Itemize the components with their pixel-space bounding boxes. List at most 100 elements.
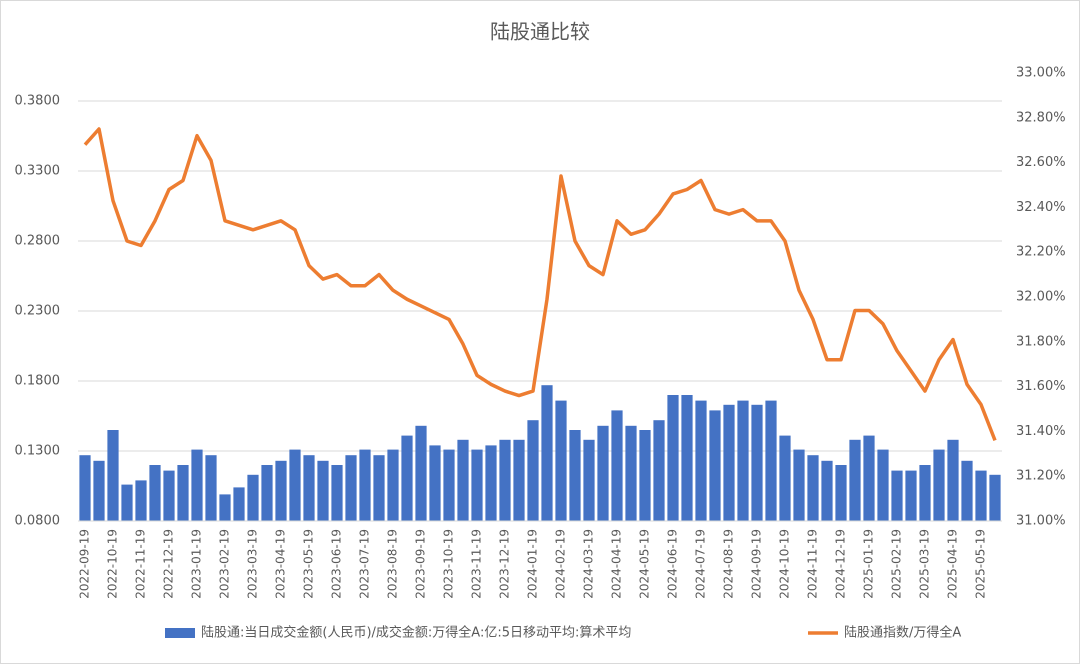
y2-tick-label: 32.00%	[1016, 290, 1066, 305]
bar	[555, 400, 567, 521]
x-tick-label: 2023-02-19	[218, 529, 232, 599]
bar	[303, 455, 315, 521]
y-tick-label: 0.3800	[15, 94, 61, 109]
x-tick-label: 2022-10-19	[106, 529, 120, 599]
y2-tick-label: 33.00%	[1016, 66, 1066, 81]
y-tick-label: 0.2300	[15, 304, 61, 319]
bar	[877, 449, 889, 521]
y2-tick-label: 31.20%	[1016, 469, 1066, 484]
bar	[373, 455, 385, 521]
bar	[849, 439, 861, 521]
bar	[79, 455, 91, 521]
bar	[401, 435, 413, 521]
bar	[905, 470, 917, 521]
x-tick-label: 2024-12-19	[834, 529, 848, 599]
x-tick-label: 2023-12-19	[498, 529, 512, 599]
y-tick-label: 0.2800	[15, 234, 61, 249]
x-tick-label: 2025-05-19	[974, 529, 988, 599]
y2-tick-label: 31.60%	[1016, 379, 1066, 394]
bar	[135, 480, 147, 521]
bar	[107, 430, 119, 521]
y-tick-label: 0.3300	[15, 164, 61, 179]
bar	[821, 460, 833, 521]
y2-tick-label: 31.40%	[1016, 424, 1066, 439]
y2-tick-label: 31.00%	[1016, 514, 1066, 529]
bar	[317, 460, 329, 521]
x-tick-label: 2023-05-19	[302, 529, 316, 599]
x-tick-label: 2023-08-19	[386, 529, 400, 599]
bar	[471, 449, 483, 521]
legend-label: 陆股通指数/万得全A	[844, 625, 961, 641]
bar	[485, 445, 497, 521]
y-tick-label: 0.1800	[15, 374, 61, 389]
bar	[275, 460, 287, 521]
bar	[835, 465, 847, 521]
y-tick-label: 0.1300	[15, 444, 61, 459]
bar	[247, 474, 259, 521]
bar	[177, 465, 189, 521]
bar	[667, 395, 679, 521]
chart-title: 陆股通比较	[490, 20, 590, 44]
bar	[345, 455, 357, 521]
bar	[723, 404, 735, 521]
bar	[569, 430, 581, 521]
bar	[429, 445, 441, 521]
x-tick-label: 2023-10-19	[442, 529, 456, 599]
bar	[919, 465, 931, 521]
bar	[191, 449, 203, 521]
bar	[611, 410, 623, 521]
bar	[415, 425, 427, 521]
bar	[681, 395, 693, 521]
bar	[219, 494, 231, 521]
bar	[359, 449, 371, 521]
legend-label: 陆股通:当日成交金额(人民币)/成交金额:万得全A:亿:5日移动平均:算术平均	[201, 625, 631, 641]
bar	[499, 439, 511, 521]
bar	[121, 484, 133, 521]
x-tick-label: 2024-01-19	[526, 529, 540, 599]
bar	[457, 439, 469, 521]
y2-tick-label: 32.80%	[1016, 110, 1066, 125]
bar	[653, 420, 665, 521]
bar	[163, 470, 175, 521]
bar	[205, 455, 217, 521]
legend-swatch	[165, 628, 195, 638]
bar	[597, 425, 609, 521]
y2-tick-label: 32.20%	[1016, 245, 1066, 260]
x-tick-label: 2024-02-19	[554, 529, 568, 599]
x-tick-label: 2023-07-19	[358, 529, 372, 599]
bar	[527, 420, 539, 521]
x-tick-label: 2024-06-19	[666, 529, 680, 599]
bar	[639, 430, 651, 521]
x-tick-label: 2022-12-19	[162, 529, 176, 599]
line	[83, 127, 997, 441]
x-tick-label: 2023-01-19	[190, 529, 204, 599]
bar	[793, 449, 805, 521]
x-tick-label: 2025-01-19	[862, 529, 876, 599]
y2-tick-label: 32.60%	[1016, 155, 1066, 170]
x-tick-label: 2025-04-19	[946, 529, 960, 599]
x-tick-label: 2024-07-19	[694, 529, 708, 599]
bar	[709, 410, 721, 521]
x-tick-label: 2024-04-19	[610, 529, 624, 599]
y-tick-label: 0.0800	[15, 514, 61, 529]
bar	[751, 404, 763, 521]
bar	[289, 449, 301, 521]
x-tick-label: 2024-09-19	[750, 529, 764, 599]
x-tick-label: 2024-10-19	[778, 529, 792, 599]
bar	[933, 449, 945, 521]
x-tick-label: 2023-11-19	[470, 529, 484, 599]
x-tick-label: 2023-03-19	[246, 529, 260, 599]
bar	[807, 455, 819, 521]
x-tick-label: 2025-02-19	[890, 529, 904, 599]
bar	[149, 465, 161, 521]
x-tick-label: 2023-04-19	[274, 529, 288, 599]
bar	[737, 400, 749, 521]
bar	[513, 439, 525, 521]
bar	[541, 385, 553, 521]
bar	[779, 435, 791, 521]
bar	[891, 470, 903, 521]
bar	[233, 487, 245, 521]
bar	[261, 465, 273, 521]
x-tick-label: 2022-09-19	[78, 529, 92, 599]
